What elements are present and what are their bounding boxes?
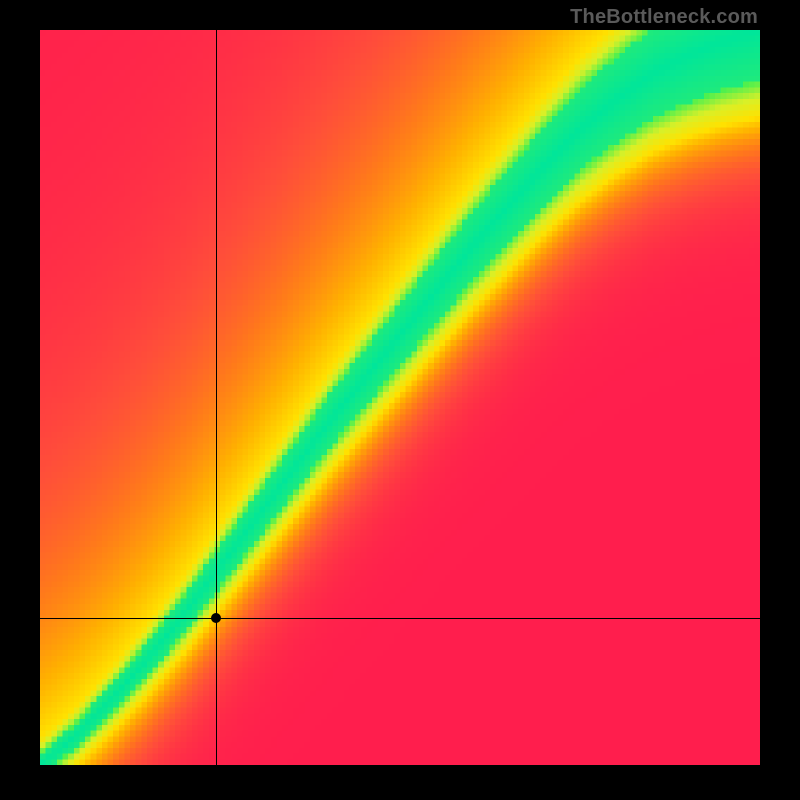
crosshair-horizontal (40, 618, 760, 619)
heatmap-canvas (40, 30, 760, 765)
crosshair-vertical (216, 30, 217, 765)
watermark-text: TheBottleneck.com (570, 6, 758, 29)
data-point-marker (211, 613, 221, 623)
heatmap-plot (40, 30, 760, 765)
